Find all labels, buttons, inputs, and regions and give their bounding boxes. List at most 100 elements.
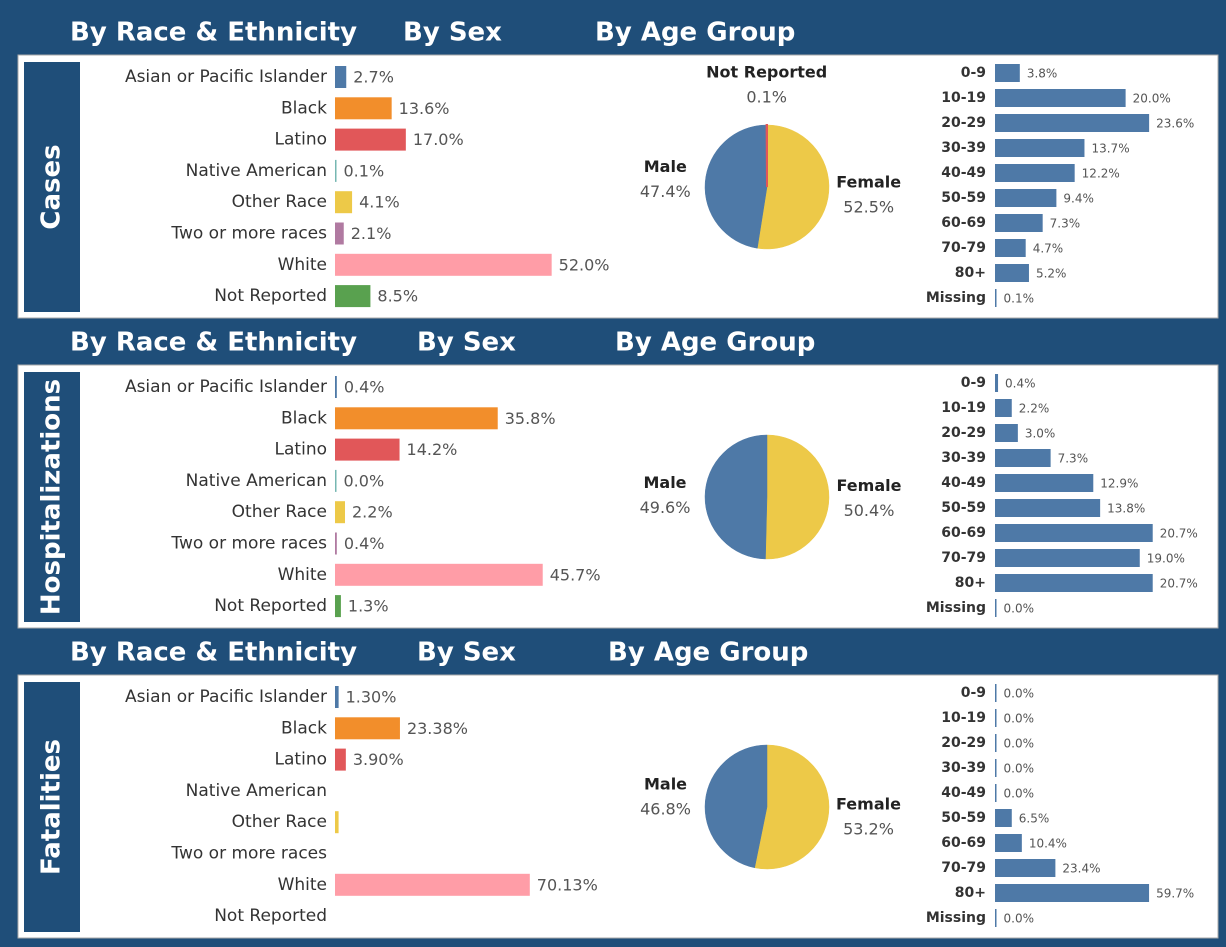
value-label: 3.0% <box>1025 427 1056 441</box>
bar <box>995 734 997 752</box>
pie-value: 0.1% <box>746 88 787 107</box>
age-label: Missing <box>926 910 986 926</box>
bar <box>335 438 400 461</box>
value-label: 10.4% <box>1029 837 1067 851</box>
category-label: White <box>278 875 327 895</box>
bar <box>335 595 341 618</box>
bar <box>335 253 552 276</box>
category-label: Asian or Pacific Islander <box>125 67 327 87</box>
bar <box>335 191 353 214</box>
bar <box>995 89 1126 107</box>
pie-category: Male <box>644 774 687 793</box>
bar <box>995 909 997 927</box>
bar <box>995 289 997 307</box>
bar <box>335 717 400 740</box>
bar <box>995 684 997 702</box>
section-heading: By Sex <box>403 18 502 48</box>
side-label-box <box>24 372 80 622</box>
value-label: 59.7% <box>1156 887 1194 901</box>
age-label: 10-19 <box>941 710 986 726</box>
category-label: White <box>278 565 327 585</box>
bar <box>995 759 997 777</box>
value-label: 3.8% <box>1027 67 1058 81</box>
age-label: 60-69 <box>941 215 986 231</box>
side-label-box <box>24 682 80 932</box>
pie-category: Male <box>644 157 687 176</box>
value-label: 12.9% <box>1100 477 1138 491</box>
pie-slice <box>754 744 830 870</box>
pie-value: 53.2% <box>843 820 894 839</box>
category-label: Black <box>281 718 327 738</box>
bar <box>335 97 392 120</box>
age-label: 40-49 <box>941 165 986 181</box>
age-label: 80+ <box>955 885 986 901</box>
value-label: 13.6% <box>399 99 450 118</box>
bar <box>995 709 997 727</box>
age-label: 10-19 <box>941 400 986 416</box>
section-header <box>18 12 1218 52</box>
side-label: Fatalities <box>37 739 67 875</box>
category-label: Black <box>281 408 327 428</box>
category-label: Other Race <box>232 192 327 212</box>
category-label: Latino <box>275 750 327 770</box>
value-label: 4.7% <box>1033 242 1064 256</box>
age-label: 50-59 <box>941 500 986 516</box>
bar <box>995 524 1153 542</box>
bar <box>995 264 1029 282</box>
value-label: 0.0% <box>1004 712 1035 726</box>
age-label: 0-9 <box>961 65 986 81</box>
pie-category: Not Reported <box>706 63 827 82</box>
age-label: 60-69 <box>941 525 986 541</box>
pie-slice <box>704 744 768 869</box>
bar <box>995 164 1075 182</box>
bar <box>335 873 530 896</box>
bar <box>335 469 337 492</box>
value-label: 17.0% <box>413 130 464 149</box>
age-label: 30-39 <box>941 450 986 466</box>
pie-slice <box>765 434 830 560</box>
bar <box>995 499 1101 517</box>
bar <box>335 222 344 245</box>
pie-value: 52.5% <box>843 198 894 217</box>
bar <box>335 159 337 182</box>
side-label: Hospitalizations <box>37 379 67 615</box>
category-label: Native American <box>186 471 327 491</box>
pie-value: 50.4% <box>844 501 895 520</box>
bar <box>335 532 337 555</box>
bar <box>995 834 1022 852</box>
value-label: 1.3% <box>348 597 389 616</box>
pie-category: Female <box>837 476 902 495</box>
pie-category: Female <box>836 795 901 814</box>
bar <box>995 599 997 617</box>
bar <box>995 449 1051 467</box>
bar <box>335 811 339 834</box>
pie-category: Female <box>836 173 901 192</box>
bar <box>995 424 1018 442</box>
category-label: Other Race <box>232 502 327 522</box>
bar <box>995 64 1020 82</box>
category-label: Black <box>281 98 327 118</box>
bar <box>335 563 543 586</box>
section-heading: By Age Group <box>608 638 808 668</box>
pie-value: 47.4% <box>640 182 691 201</box>
value-label: 7.3% <box>1058 452 1089 466</box>
value-label: 20.7% <box>1160 577 1198 591</box>
bar <box>995 859 1056 877</box>
value-label: 19.0% <box>1147 552 1185 566</box>
category-label: Native American <box>186 161 327 181</box>
value-label: 0.0% <box>1004 762 1035 776</box>
bar <box>995 374 999 392</box>
age-label: 50-59 <box>941 810 986 826</box>
bar <box>995 474 1094 492</box>
age-label: 70-79 <box>941 550 986 566</box>
value-label: 20.7% <box>1160 527 1198 541</box>
category-label: Two or more races <box>170 844 327 864</box>
value-label: 5.2% <box>1036 267 1067 281</box>
category-label: Latino <box>275 130 327 150</box>
value-label: 13.7% <box>1091 142 1129 156</box>
bar <box>995 214 1043 232</box>
category-label: Other Race <box>232 812 327 832</box>
value-label: 2.1% <box>351 224 392 243</box>
value-label: 1.30% <box>346 688 397 707</box>
